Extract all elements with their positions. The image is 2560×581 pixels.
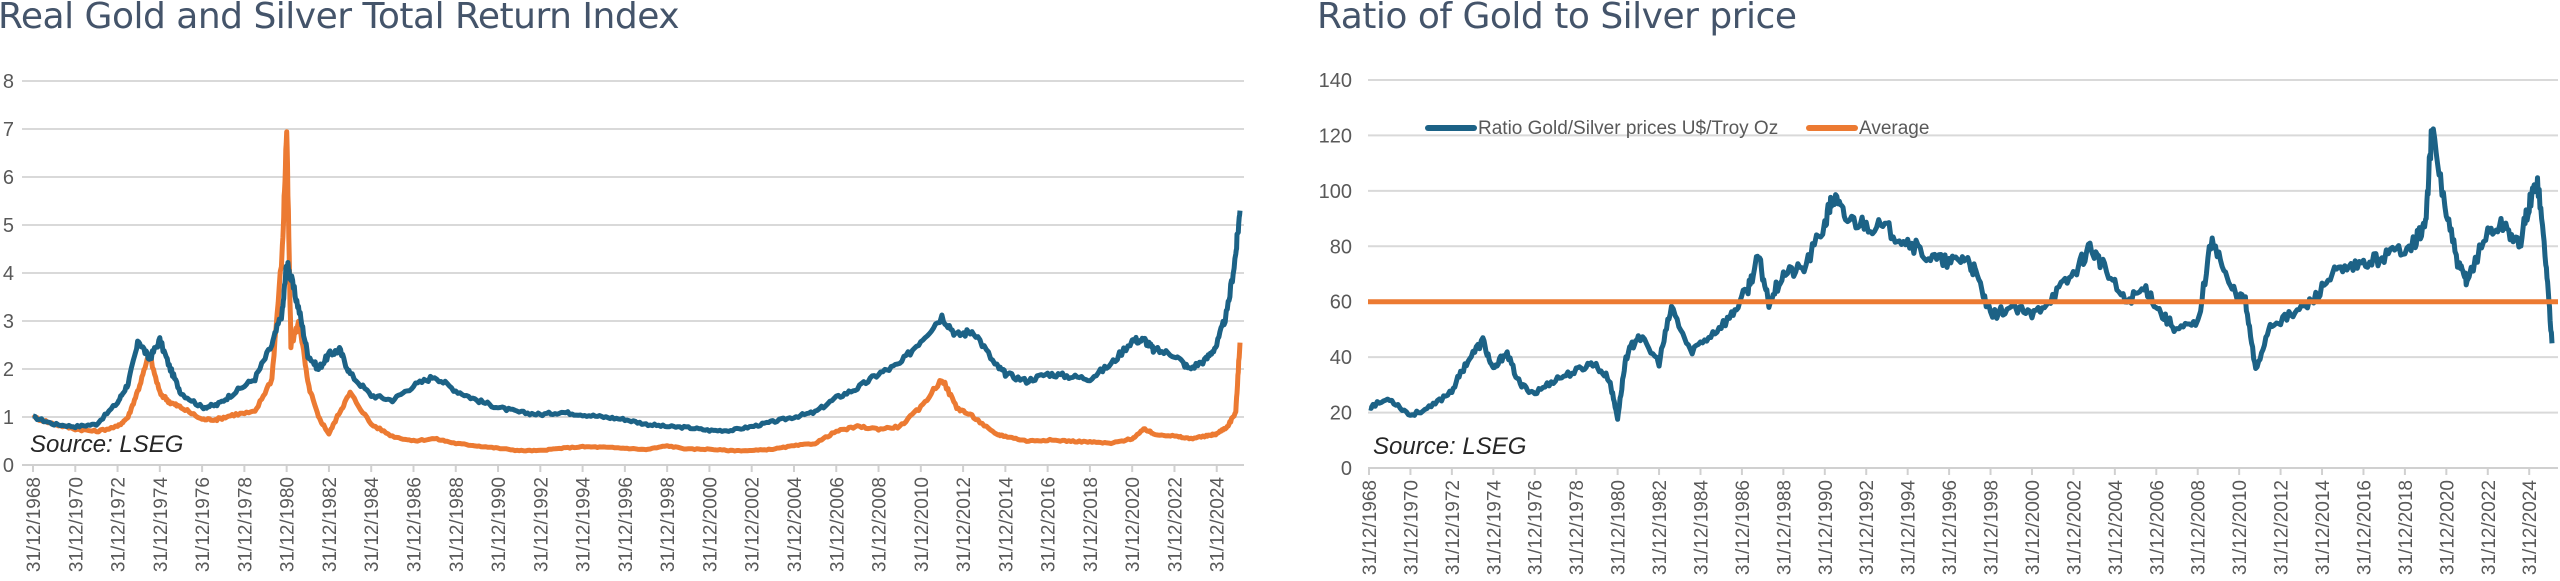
x-tick-label: 31/12/1994 (1899, 480, 1920, 576)
legend-label-ratio: Ratio Gold/Silver prices U$/Troy Oz (1478, 118, 1778, 139)
x-tick-label: 31/12/2006 (2147, 480, 2168, 575)
legend-label-average: Average (1859, 118, 1929, 139)
series-line-silver (31, 129, 1243, 454)
x-tick-label: 31/12/2020 (2437, 480, 2458, 575)
x-tick-label: 31/12/2002 (2064, 480, 2085, 575)
x-tick-label: 31/12/2004 (785, 477, 806, 573)
x-tick-label: 31/12/1970 (1401, 480, 1422, 575)
x-tick-label: 31/12/2022 (2479, 480, 2500, 575)
y-tick-label: 1 (3, 407, 14, 429)
y-tick-label: 7 (3, 119, 14, 141)
x-tick-label: 31/12/1980 (278, 477, 299, 572)
x-tick-label: 31/12/2002 (743, 477, 764, 572)
x-tick-label: 31/12/1970 (66, 477, 87, 572)
x-tick-label: 31/12/2012 (954, 477, 975, 572)
y-tick-label: 3 (3, 311, 14, 333)
x-tick-label: 31/12/1972 (1443, 480, 1464, 575)
x-tick-label: 31/12/2008 (870, 477, 891, 572)
x-tick-label: 31/12/1984 (1691, 480, 1712, 576)
x-tick-label: 31/12/1974 (151, 477, 172, 573)
x-tick-label: 31/12/1998 (658, 477, 679, 572)
x-tick-label: 31/12/2020 (1123, 477, 1144, 572)
x-tick-label: 31/12/1984 (362, 477, 383, 573)
x-tick-label: 31/12/1998 (1982, 480, 2003, 575)
x-tick-label: 31/12/1990 (489, 477, 510, 572)
x-tick-label: 31/12/1996 (1940, 480, 1961, 575)
chart-title: Ratio of Gold to Silver price (1317, 0, 1797, 37)
y-tick-label: 8 (3, 71, 14, 93)
x-tick-label: 31/12/2024 (1208, 477, 1229, 573)
x-tick-label: 31/12/2008 (2189, 480, 2210, 575)
x-tick-label: 31/12/2000 (700, 477, 721, 572)
x-tick-label: 31/12/2012 (2272, 480, 2293, 575)
y-tick-label: 2 (3, 359, 14, 381)
gold-silver-return-chart: Real Gold and Silver Total Return Index … (0, 0, 1260, 581)
x-tick-label: 31/12/1982 (1650, 480, 1671, 575)
x-tick-label: 31/12/2018 (2396, 480, 2417, 575)
x-tick-label: 31/12/1978 (235, 477, 256, 572)
x-tick-label: 31/12/1992 (1857, 480, 1878, 575)
x-tick-label: 31/12/1990 (1816, 480, 1837, 575)
x-tick-label: 31/12/1972 (109, 477, 130, 572)
x-tick-label: 31/12/2010 (2230, 480, 2251, 575)
x-tick-label: 31/12/1978 (1567, 480, 1588, 575)
y-tick-label: 20 (1330, 403, 1352, 425)
y-tick-label: 0 (1341, 458, 1352, 480)
series-line-gold (32, 210, 1243, 434)
y-tick-label: 0 (3, 455, 14, 477)
x-tick-label: 31/12/1976 (1526, 480, 1547, 575)
x-tick-label: 31/12/1996 (616, 477, 637, 572)
y-tick-label: 120 (1319, 125, 1352, 147)
x-tick-label: 31/12/1968 (1360, 480, 1381, 575)
series-line-ratio (1368, 126, 2555, 422)
y-tick-label: 4 (3, 263, 14, 285)
x-tick-label: 31/12/1992 (531, 477, 552, 572)
y-tick-label: 40 (1330, 347, 1352, 369)
y-tick-label: 5 (3, 215, 14, 237)
x-tick-label: 31/12/2018 (1081, 477, 1102, 572)
x-tick-label: 31/12/1988 (447, 477, 468, 572)
x-tick-label: 31/12/2024 (2520, 480, 2541, 576)
x-tick-label: 31/12/1986 (404, 477, 425, 572)
chart-svg: 0 20 40 60 80 100 120 140 31/12/1968 31/12/1970 31… (1319, 70, 2558, 576)
x-tick-label: 31/12/1982 (320, 477, 341, 572)
x-tick-label: 31/12/2014 (996, 477, 1017, 573)
y-tick-label: 140 (1319, 70, 1352, 92)
x-tick-label: 31/12/2014 (2313, 480, 2334, 576)
x-tick-label: 31/12/1994 (574, 477, 595, 573)
y-tick-label: 100 (1319, 181, 1352, 203)
gold-silver-ratio-chart: Ratio of Gold to Silver price 0 20 40 60 80 1… (1300, 0, 2560, 581)
x-tick-label: 31/12/1980 (1609, 480, 1630, 575)
y-tick-label: 80 (1330, 236, 1352, 258)
x-tick-label: 31/12/2004 (2106, 480, 2127, 576)
x-tick-label: 31/12/1968 (24, 477, 45, 572)
x-tick-label: 31/12/1986 (1733, 480, 1754, 575)
x-tick-label: 31/12/2016 (1039, 477, 1060, 572)
x-tick-label: 31/12/2016 (2354, 480, 2375, 575)
chart-title: Real Gold and Silver Total Return Index (0, 0, 680, 37)
x-tick-label: 31/12/1976 (193, 477, 214, 572)
chart-svg: 0 1 2 3 4 5 6 7 8 31/12/1968 31/12/1970 31/12/1972 3… (3, 71, 1244, 573)
y-tick-label: 60 (1330, 292, 1352, 314)
x-tick-label: 31/12/2006 (827, 477, 848, 572)
y-tick-label: 6 (3, 167, 14, 189)
x-tick-label: 31/12/1974 (1484, 480, 1505, 576)
x-tick-label: 31/12/1988 (1774, 480, 1795, 575)
source-annotation: Source: LSEG (30, 431, 183, 458)
x-tick-label: 31/12/2022 (1165, 477, 1186, 572)
x-tick-label: 31/12/2000 (2023, 480, 2044, 575)
source-annotation: Source: LSEG (1373, 433, 1526, 460)
x-tick-label: 31/12/2010 (912, 477, 933, 572)
